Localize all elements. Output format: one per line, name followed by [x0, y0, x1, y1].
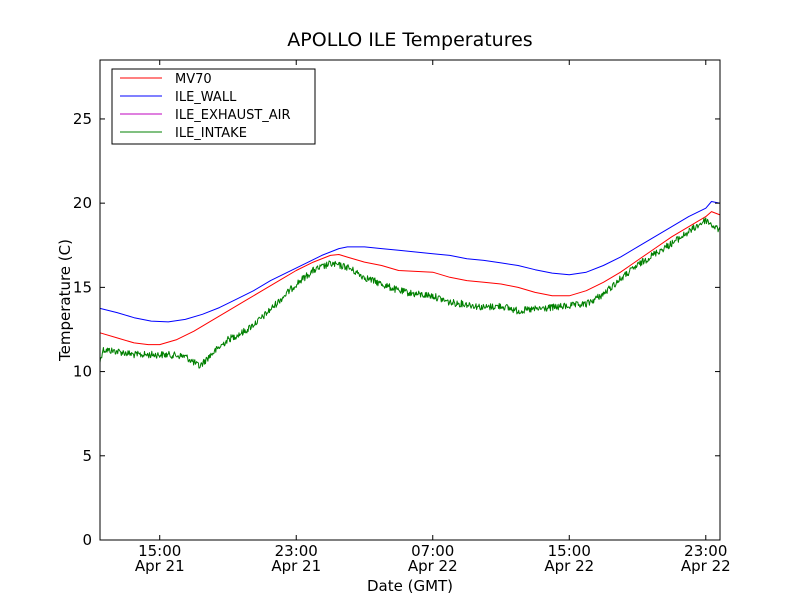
- x-tick-label: 15:00: [138, 542, 181, 560]
- x-tick-sublabel: Apr 22: [408, 557, 458, 575]
- y-axis-title: Temperature (C): [56, 239, 74, 362]
- y-tick-label: 15: [73, 278, 92, 296]
- legend-label: ILE_INTAKE: [175, 126, 247, 141]
- legend: MV70 ILE_WALL ILE_EXHAUST_AIR ILE_INTAKE: [111, 68, 316, 145]
- legend-label: ILE_EXHAUST_AIR: [175, 108, 291, 123]
- chart-title: APOLLO ILE Temperatures: [287, 29, 532, 51]
- series-line-mv70: [99, 211, 721, 346]
- x-tick-sublabel: Apr 22: [681, 557, 731, 575]
- x-tick-label: 07:00: [411, 542, 454, 560]
- y-tick-label: 20: [73, 194, 92, 212]
- y-tick-label: 25: [73, 110, 92, 128]
- x-tick-label: 15:00: [548, 542, 591, 560]
- legend-label: ILE_WALL: [175, 90, 237, 105]
- series-layer: [99, 201, 721, 369]
- plot-frame: [99, 59, 721, 541]
- x-tick-sublabel: Apr 21: [271, 557, 321, 575]
- legend-label: MV70: [175, 72, 212, 87]
- y-tick-label: 5: [82, 447, 92, 465]
- x-tick-label: 23:00: [684, 542, 727, 560]
- x-tick-sublabel: Apr 21: [135, 557, 185, 575]
- y-axis: 0 5 10 15 20 25: [73, 110, 720, 549]
- y-tick-label: 10: [73, 363, 92, 381]
- x-axis-title: Date (GMT): [367, 577, 453, 595]
- y-tick-label: 0: [82, 531, 92, 549]
- x-tick-label: 23:00: [275, 542, 318, 560]
- series-line-ile-intake: [99, 217, 721, 369]
- x-tick-sublabel: Apr 22: [544, 557, 594, 575]
- series-line-ile-wall: [99, 201, 721, 323]
